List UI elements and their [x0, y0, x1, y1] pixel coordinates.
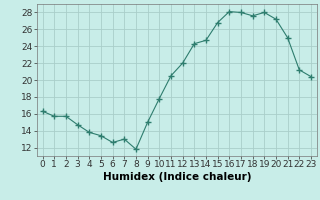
X-axis label: Humidex (Indice chaleur): Humidex (Indice chaleur)	[102, 172, 251, 182]
